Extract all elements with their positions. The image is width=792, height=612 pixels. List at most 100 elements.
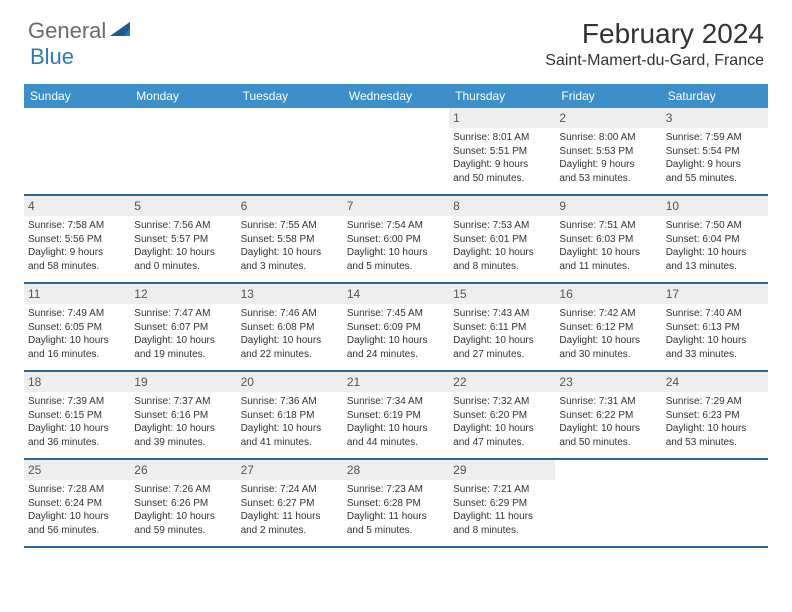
location-label: Saint-Mamert-du-Gard, France — [545, 52, 764, 70]
day-d2: and 33 minutes. — [666, 348, 764, 362]
day-d2: and 24 minutes. — [347, 348, 445, 362]
month-title: February 2024 — [545, 18, 764, 50]
day-d1: Daylight: 10 hours — [347, 334, 445, 348]
day-d2: and 27 minutes. — [453, 348, 551, 362]
weekday-wednesday: Wednesday — [343, 84, 449, 108]
day-d2: and 39 minutes. — [134, 436, 232, 450]
day-cell: 25Sunrise: 7:28 AMSunset: 6:24 PMDayligh… — [24, 460, 130, 546]
day-sr: Sunrise: 8:00 AM — [559, 131, 657, 145]
weekday-thursday: Thursday — [449, 84, 555, 108]
day-ss: Sunset: 6:23 PM — [666, 409, 764, 423]
day-d1: Daylight: 10 hours — [347, 246, 445, 260]
day-cell: 1Sunrise: 8:01 AMSunset: 5:51 PMDaylight… — [449, 108, 555, 194]
brand-part1: General — [28, 18, 106, 44]
day-cell: 24Sunrise: 7:29 AMSunset: 6:23 PMDayligh… — [662, 372, 768, 458]
day-cell: 11Sunrise: 7:49 AMSunset: 6:05 PMDayligh… — [24, 284, 130, 370]
brand-part2: Blue — [30, 44, 74, 69]
day-number: 20 — [237, 372, 343, 392]
day-cell: 6Sunrise: 7:55 AMSunset: 5:58 PMDaylight… — [237, 196, 343, 282]
day-cell: 26Sunrise: 7:26 AMSunset: 6:26 PMDayligh… — [130, 460, 236, 546]
day-cell — [555, 460, 661, 546]
day-cell: 14Sunrise: 7:45 AMSunset: 6:09 PMDayligh… — [343, 284, 449, 370]
day-d2: and 2 minutes. — [241, 524, 339, 538]
day-ss: Sunset: 5:54 PM — [666, 145, 764, 159]
page-header: General February 2024 Saint-Mamert-du-Ga… — [0, 0, 792, 78]
day-number: 14 — [343, 284, 449, 304]
day-number: 17 — [662, 284, 768, 304]
day-d1: Daylight: 11 hours — [347, 510, 445, 524]
day-sr: Sunrise: 7:47 AM — [134, 307, 232, 321]
day-d1: Daylight: 10 hours — [134, 422, 232, 436]
day-d1: Daylight: 10 hours — [559, 334, 657, 348]
day-ss: Sunset: 5:57 PM — [134, 233, 232, 247]
day-sr: Sunrise: 7:26 AM — [134, 483, 232, 497]
day-cell: 8Sunrise: 7:53 AMSunset: 6:01 PMDaylight… — [449, 196, 555, 282]
day-number: 19 — [130, 372, 236, 392]
day-number: 5 — [130, 196, 236, 216]
day-sr: Sunrise: 7:51 AM — [559, 219, 657, 233]
day-ss: Sunset: 5:56 PM — [28, 233, 126, 247]
day-d2: and 30 minutes. — [559, 348, 657, 362]
day-sr: Sunrise: 7:50 AM — [666, 219, 764, 233]
day-cell: 28Sunrise: 7:23 AMSunset: 6:28 PMDayligh… — [343, 460, 449, 546]
day-cell: 20Sunrise: 7:36 AMSunset: 6:18 PMDayligh… — [237, 372, 343, 458]
weekday-friday: Friday — [555, 84, 661, 108]
day-sr: Sunrise: 7:43 AM — [453, 307, 551, 321]
day-number: 23 — [555, 372, 661, 392]
day-number: 29 — [449, 460, 555, 480]
week-row: 18Sunrise: 7:39 AMSunset: 6:15 PMDayligh… — [24, 372, 768, 460]
title-block: February 2024 Saint-Mamert-du-Gard, Fran… — [545, 18, 764, 70]
day-sr: Sunrise: 7:29 AM — [666, 395, 764, 409]
day-d1: Daylight: 10 hours — [347, 422, 445, 436]
day-d1: Daylight: 11 hours — [453, 510, 551, 524]
day-sr: Sunrise: 7:32 AM — [453, 395, 551, 409]
day-number: 27 — [237, 460, 343, 480]
day-ss: Sunset: 6:05 PM — [28, 321, 126, 335]
logo-triangle-icon — [110, 20, 132, 43]
day-cell: 21Sunrise: 7:34 AMSunset: 6:19 PMDayligh… — [343, 372, 449, 458]
empty-day — [555, 460, 661, 480]
day-d1: Daylight: 10 hours — [666, 422, 764, 436]
day-number: 1 — [449, 108, 555, 128]
day-ss: Sunset: 6:08 PM — [241, 321, 339, 335]
day-d1: Daylight: 9 hours — [559, 158, 657, 172]
day-ss: Sunset: 6:07 PM — [134, 321, 232, 335]
day-ss: Sunset: 5:51 PM — [453, 145, 551, 159]
day-d1: Daylight: 10 hours — [666, 246, 764, 260]
day-ss: Sunset: 6:09 PM — [347, 321, 445, 335]
day-cell: 3Sunrise: 7:59 AMSunset: 5:54 PMDaylight… — [662, 108, 768, 194]
day-ss: Sunset: 6:01 PM — [453, 233, 551, 247]
weekday-monday: Monday — [130, 84, 236, 108]
day-cell: 7Sunrise: 7:54 AMSunset: 6:00 PMDaylight… — [343, 196, 449, 282]
day-d2: and 5 minutes. — [347, 524, 445, 538]
day-d2: and 3 minutes. — [241, 260, 339, 274]
day-d1: Daylight: 10 hours — [28, 510, 126, 524]
day-d2: and 13 minutes. — [666, 260, 764, 274]
day-number: 13 — [237, 284, 343, 304]
empty-day — [343, 108, 449, 128]
day-sr: Sunrise: 7:40 AM — [666, 307, 764, 321]
empty-day — [237, 108, 343, 128]
day-number: 25 — [24, 460, 130, 480]
day-cell — [237, 108, 343, 194]
day-sr: Sunrise: 7:55 AM — [241, 219, 339, 233]
day-d2: and 53 minutes. — [559, 172, 657, 186]
day-ss: Sunset: 6:03 PM — [559, 233, 657, 247]
day-ss: Sunset: 5:58 PM — [241, 233, 339, 247]
day-ss: Sunset: 5:53 PM — [559, 145, 657, 159]
day-cell: 17Sunrise: 7:40 AMSunset: 6:13 PMDayligh… — [662, 284, 768, 370]
day-number: 22 — [449, 372, 555, 392]
day-number: 10 — [662, 196, 768, 216]
day-d1: Daylight: 10 hours — [28, 334, 126, 348]
day-d1: Daylight: 10 hours — [666, 334, 764, 348]
day-ss: Sunset: 6:19 PM — [347, 409, 445, 423]
day-sr: Sunrise: 8:01 AM — [453, 131, 551, 145]
day-sr: Sunrise: 7:23 AM — [347, 483, 445, 497]
day-d1: Daylight: 10 hours — [559, 246, 657, 260]
day-d2: and 44 minutes. — [347, 436, 445, 450]
day-number: 9 — [555, 196, 661, 216]
day-d1: Daylight: 10 hours — [453, 422, 551, 436]
week-row: 1 Sunrise: 8:01 AMSunset: 5:51 PM Daylight… — [24, 108, 768, 196]
day-d2: and 8 minutes. — [453, 260, 551, 274]
week-row: 4Sunrise: 7:58 AMSunset: 5:56 PMDaylight… — [24, 196, 768, 284]
